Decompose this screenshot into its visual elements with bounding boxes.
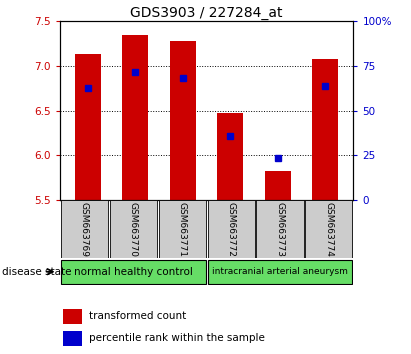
Text: GSM663774: GSM663774: [324, 202, 333, 257]
Bar: [159, 200, 206, 258]
Title: GDS3903 / 227284_at: GDS3903 / 227284_at: [130, 6, 283, 20]
Text: GSM663769: GSM663769: [80, 202, 89, 257]
Bar: [60, 260, 206, 284]
Bar: [122, 35, 148, 200]
Text: percentile rank within the sample: percentile rank within the sample: [89, 333, 264, 343]
Bar: [110, 200, 157, 258]
Text: transformed count: transformed count: [89, 312, 186, 321]
Text: intracranial arterial aneurysm: intracranial arterial aneurysm: [212, 267, 348, 276]
Text: GSM663772: GSM663772: [226, 202, 236, 257]
Bar: [217, 113, 243, 200]
Text: GSM663773: GSM663773: [275, 202, 284, 257]
Bar: [63, 331, 82, 346]
Text: disease state: disease state: [2, 267, 72, 277]
Bar: [256, 200, 303, 258]
Text: GSM663771: GSM663771: [178, 202, 187, 257]
Bar: [312, 59, 338, 200]
Bar: [60, 200, 108, 258]
Bar: [63, 309, 82, 324]
Bar: [170, 41, 196, 200]
Bar: [265, 171, 291, 200]
Bar: [208, 200, 254, 258]
Bar: [305, 200, 353, 258]
Text: GSM663770: GSM663770: [129, 202, 138, 257]
Bar: [208, 260, 353, 284]
Bar: [75, 54, 101, 200]
Text: normal healthy control: normal healthy control: [74, 267, 192, 277]
